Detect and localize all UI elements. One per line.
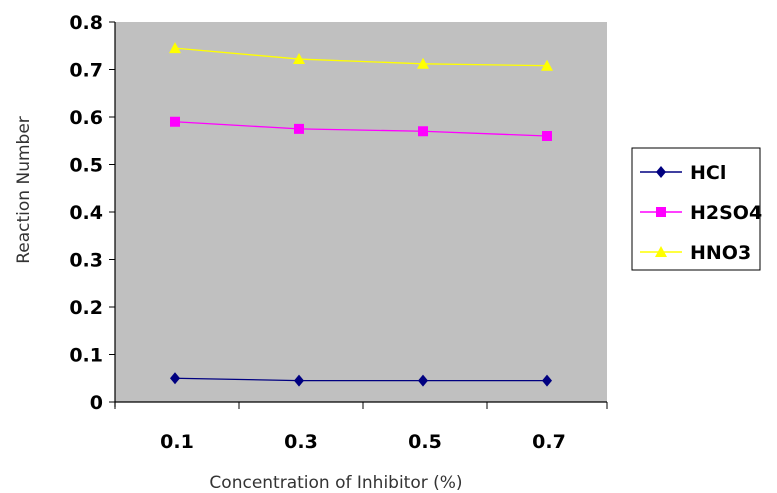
data-point [541, 59, 553, 71]
y-tick-label: 0 [90, 392, 103, 414]
y-tick-label: 0.6 [69, 107, 103, 129]
data-point [418, 126, 428, 137]
y-axis: 0 0.1 0.2 0.3 0.4 0.5 0.6 0.7 0.8 [69, 12, 115, 414]
series-layer [169, 42, 553, 387]
legend-item: HNO3 [640, 242, 751, 264]
data-point [655, 246, 667, 257]
y-tick-label: 0.5 [69, 155, 103, 177]
data-point [294, 123, 304, 134]
data-point [417, 57, 429, 69]
x-tick-label: 0.7 [532, 431, 566, 453]
x-tick-label: 0.3 [284, 431, 318, 453]
y-tick-label: 0.4 [69, 202, 103, 224]
data-point [656, 166, 666, 178]
y-tick-label: 0.8 [69, 12, 103, 34]
y-tick-label: 0.3 [69, 250, 103, 272]
x-tick-label: 0.1 [160, 431, 194, 453]
legend-item: H2SO4 [640, 202, 762, 224]
plot-area [115, 22, 607, 402]
data-point [170, 372, 180, 385]
series-line [174, 47, 548, 67]
series-hno3 [169, 42, 553, 71]
legend-item: HCl [640, 162, 726, 184]
x-axis: 0.1 0.3 0.5 0.7 [114, 402, 608, 453]
data-point [542, 374, 552, 387]
data-point [293, 53, 305, 65]
data-point [170, 116, 180, 127]
series-line [174, 377, 547, 382]
legend-label: H2SO4 [690, 202, 762, 224]
y-tick-label: 0.7 [69, 60, 103, 82]
y-tick-label: 0.2 [69, 297, 103, 319]
data-point [542, 131, 552, 141]
y-axis-title: Reaction Number [14, 116, 34, 264]
legend-box [631, 147, 761, 271]
series-hcl [170, 372, 552, 387]
y-tick-label: 0.1 [69, 345, 103, 367]
series-h2so4 [170, 116, 552, 141]
data-point [169, 42, 181, 54]
series-line [174, 121, 548, 137]
data-point [418, 374, 428, 387]
legend: HCl H2SO4 HNO3 [631, 147, 762, 271]
x-tick-label: 0.5 [408, 431, 442, 453]
data-point [656, 207, 666, 217]
x-axis-title: Concentration of Inhibitor (%) [209, 473, 462, 493]
legend-label: HNO3 [690, 242, 751, 264]
legend-label: HCl [690, 162, 726, 184]
data-point [294, 374, 304, 387]
